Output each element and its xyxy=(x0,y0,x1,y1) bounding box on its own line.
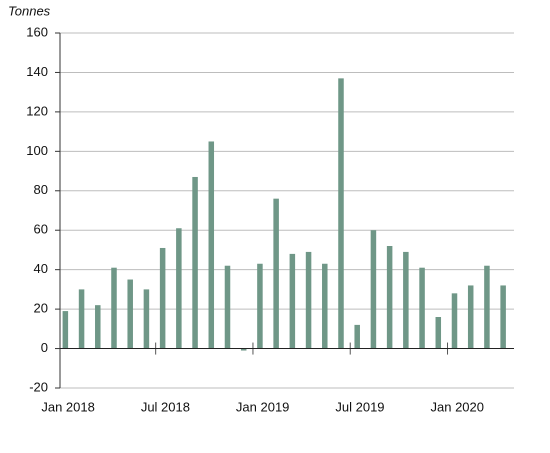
bar xyxy=(273,198,279,349)
y-tick-label: 0 xyxy=(41,340,48,355)
x-tick-label: Jul 2019 xyxy=(335,399,384,414)
y-tick-label: 80 xyxy=(34,182,48,197)
bar xyxy=(403,251,409,349)
bar xyxy=(289,253,296,349)
y-tick-label: 60 xyxy=(34,222,48,237)
bar xyxy=(208,141,215,349)
bar xyxy=(370,230,377,349)
x-tick-label: Jan 2018 xyxy=(41,399,95,414)
bar xyxy=(192,176,198,349)
bar xyxy=(78,289,85,349)
bar xyxy=(95,305,101,349)
x-tick-label: Jan 2020 xyxy=(431,399,485,414)
bar xyxy=(176,228,182,349)
bar xyxy=(467,285,474,349)
bar xyxy=(305,251,312,349)
x-tick-label: Jul 2018 xyxy=(141,399,190,414)
bar xyxy=(386,246,393,349)
y-axis-label: Tonnes xyxy=(8,3,51,18)
bar xyxy=(500,285,506,349)
bar xyxy=(240,348,247,351)
bar xyxy=(354,324,360,349)
bar xyxy=(62,311,69,349)
bar xyxy=(224,265,231,349)
bar xyxy=(143,289,150,349)
bar xyxy=(435,317,442,349)
bar xyxy=(451,293,458,349)
y-tick-label: 140 xyxy=(26,64,48,79)
y-tick-label: 20 xyxy=(34,301,48,316)
bar xyxy=(257,263,263,349)
bar xyxy=(419,267,425,349)
bar xyxy=(338,78,344,349)
x-tick-label: Jan 2019 xyxy=(236,399,290,414)
bar xyxy=(322,263,328,349)
bar xyxy=(111,267,117,349)
y-tick-label: 120 xyxy=(26,103,48,118)
y-tick-label: 40 xyxy=(34,261,48,276)
bar xyxy=(159,247,166,349)
y-tick-label: 160 xyxy=(26,24,48,39)
y-tick-label: -20 xyxy=(29,379,48,394)
y-tick-label: 100 xyxy=(26,143,48,158)
bar xyxy=(484,265,490,349)
bar xyxy=(127,279,133,349)
